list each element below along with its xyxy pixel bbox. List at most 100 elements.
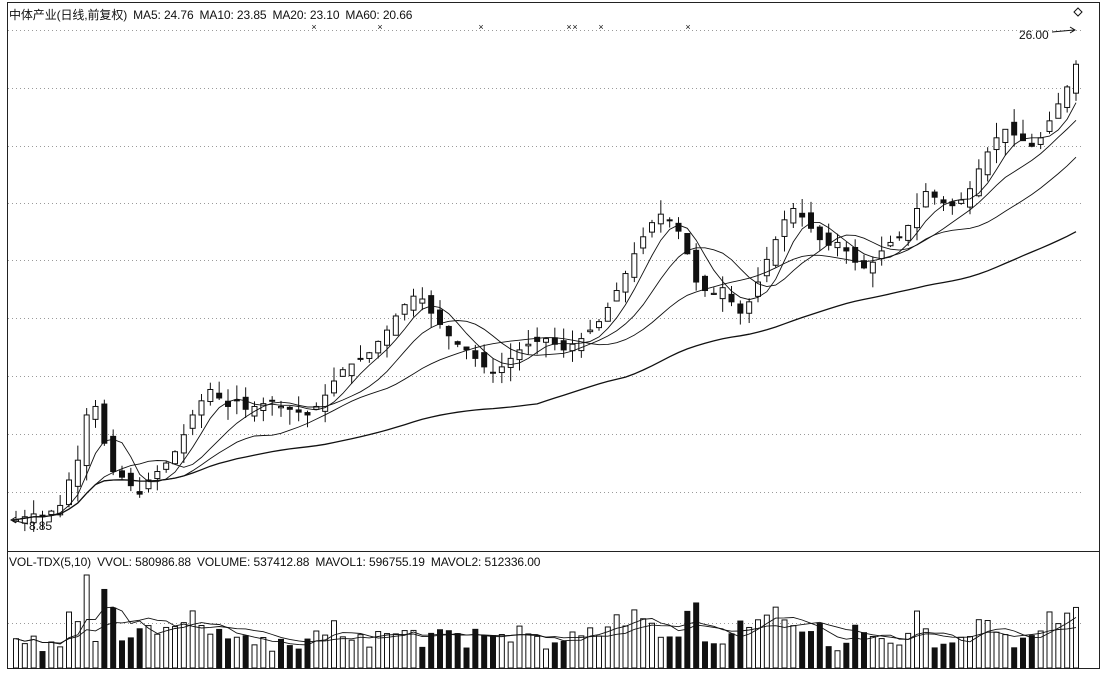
- volume-bar-up: [331, 620, 337, 669]
- volume-bar-up: [1002, 634, 1009, 669]
- candle-down: [931, 191, 938, 198]
- moving-averages: [15, 102, 1077, 521]
- volume-bar-down: [419, 646, 426, 669]
- candle-up: [163, 462, 170, 470]
- volume-bar-up: [975, 619, 982, 669]
- volume-bar-up: [172, 626, 178, 669]
- candle-down: [852, 246, 859, 263]
- volume-bar-down: [843, 642, 850, 669]
- volume-bar-down: [39, 651, 46, 669]
- candle-up: [596, 321, 602, 329]
- candle-up: [772, 239, 779, 266]
- volume-bar-up: [74, 621, 81, 669]
- candle-down: [702, 275, 708, 292]
- candle-down: [437, 309, 443, 325]
- candles: [13, 60, 1079, 532]
- volume-bar-up: [905, 632, 912, 669]
- candle-up: [905, 224, 912, 241]
- volume-bar-up: [1046, 611, 1053, 669]
- candle-up: [154, 471, 161, 480]
- candle-up: [657, 213, 664, 225]
- volume-bar-down: [127, 637, 134, 669]
- candle-up: [1002, 128, 1009, 144]
- candle-up: [525, 343, 532, 347]
- volume-bar-up: [1055, 623, 1062, 669]
- volume-bar-up: [967, 636, 973, 669]
- candle-up: [180, 434, 187, 454]
- volume-bar-down: [490, 635, 496, 669]
- volume-bar-down: [728, 633, 735, 669]
- volume-bar-up: [578, 635, 585, 669]
- candle-up: [260, 403, 267, 411]
- volume-bar-down: [799, 631, 806, 669]
- volume-bar-up: [587, 627, 594, 669]
- volume-bar-up: [198, 625, 205, 669]
- volume-bar-up: [13, 638, 19, 669]
- volume-bar-down: [684, 610, 691, 669]
- volume-bar-down: [445, 630, 452, 669]
- ma60-line: [15, 231, 1077, 521]
- volume-bar-up: [631, 609, 638, 669]
- candle-up: [587, 329, 594, 333]
- candle-up: [781, 219, 788, 237]
- candle-up: [516, 349, 523, 361]
- volume-bar-up: [534, 635, 541, 669]
- volume-bar-up: [922, 628, 929, 669]
- volume-bar-down: [119, 640, 125, 669]
- event-marker: ×: [598, 22, 603, 32]
- candle-up: [172, 451, 178, 465]
- volume-bar-up: [260, 637, 267, 669]
- candle-down: [304, 412, 311, 416]
- candle-down: [675, 222, 682, 232]
- candle-up: [375, 340, 382, 354]
- candle-up: [507, 357, 514, 368]
- candle-up: [1055, 103, 1062, 119]
- mavol2-line: [15, 617, 1077, 644]
- candle-up: [834, 241, 841, 249]
- volume-bar-down: [454, 633, 461, 669]
- volume-bar-up: [410, 629, 417, 669]
- candle-up: [83, 414, 90, 467]
- candle-down: [799, 212, 806, 218]
- candle-down: [119, 470, 125, 478]
- candle-down: [825, 232, 832, 246]
- candle-up: [922, 191, 929, 208]
- candle-up: [887, 241, 894, 247]
- event-marker: ×: [478, 22, 483, 32]
- volume-bar-down: [110, 607, 117, 669]
- volume-bar-up: [1073, 606, 1079, 669]
- diamond-icon: [1073, 7, 1083, 17]
- candle-down: [269, 399, 276, 402]
- volume-bar-up: [649, 622, 655, 669]
- candle-up: [198, 400, 205, 416]
- volume-averages: [15, 606, 1077, 646]
- volume-bar-down: [428, 632, 435, 669]
- candle-down: [136, 491, 143, 495]
- volume-bar-up: [498, 634, 505, 669]
- low-arrowhead: [10, 516, 17, 524]
- event-markers: × × × × × × ×: [10, 7, 1083, 525]
- candle-down: [472, 350, 479, 359]
- mavol2-value: MAVOL2: 512336.00: [430, 555, 541, 569]
- candle-up: [719, 287, 726, 300]
- event-marker: ×: [377, 22, 382, 32]
- candle-up: [631, 253, 638, 278]
- volume-bar-down: [675, 636, 682, 669]
- high-arrow: [1051, 29, 1075, 33]
- candle-up: [649, 222, 655, 233]
- event-marker: ×: [566, 22, 571, 32]
- candle-down: [463, 346, 470, 351]
- candle-down: [843, 247, 850, 252]
- volume-bar-up: [569, 631, 576, 669]
- ma20-line: [15, 156, 1077, 521]
- volume-bar-up: [596, 635, 602, 669]
- volume-bar-up: [207, 633, 214, 669]
- candle-up: [993, 137, 1000, 151]
- volume-bar-up: [613, 614, 620, 669]
- candle-up: [322, 394, 329, 412]
- candle-up: [30, 513, 37, 524]
- volume-bar-up: [878, 638, 885, 669]
- volume-bar-up: [993, 631, 1000, 669]
- volume-bar-up: [83, 574, 90, 669]
- candle-up: [313, 405, 320, 410]
